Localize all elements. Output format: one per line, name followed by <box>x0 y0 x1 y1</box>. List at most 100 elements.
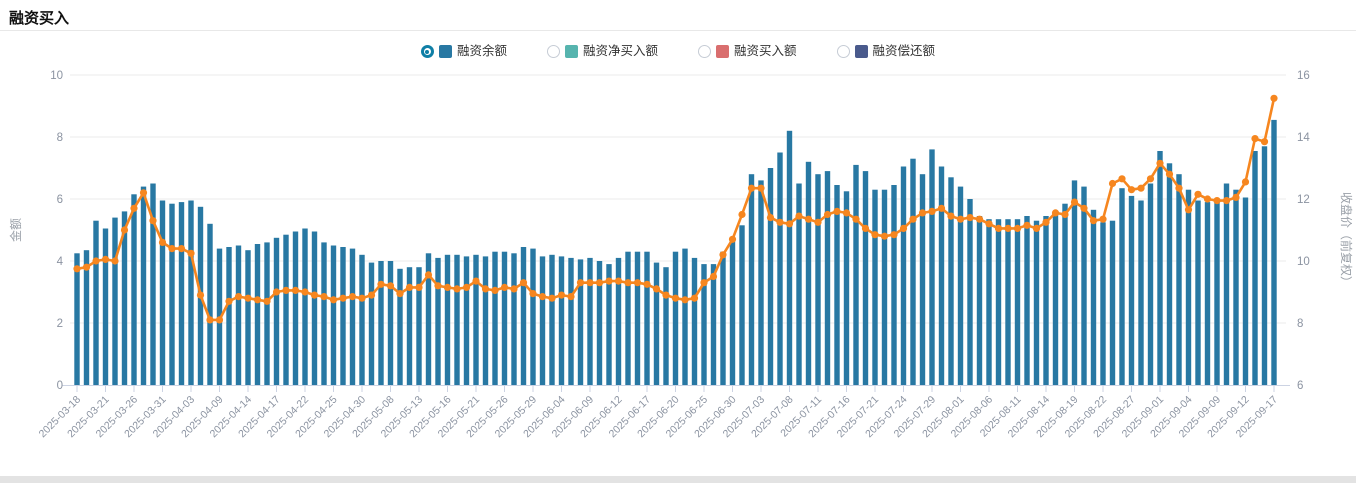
line-point[interactable] <box>206 316 214 324</box>
line-point[interactable] <box>814 218 822 226</box>
bar[interactable] <box>1090 209 1097 385</box>
line-point[interactable] <box>386 282 395 290</box>
line-point[interactable] <box>215 316 224 324</box>
bar[interactable] <box>463 256 470 385</box>
radio-unselected-icon[interactable] <box>698 45 711 58</box>
line-point[interactable] <box>690 294 699 302</box>
line-point[interactable] <box>709 272 718 281</box>
bar[interactable] <box>1223 183 1230 386</box>
bar[interactable] <box>615 257 622 385</box>
bar[interactable] <box>131 194 137 385</box>
line-point[interactable] <box>367 291 376 299</box>
bar[interactable] <box>321 242 327 385</box>
bar[interactable] <box>283 234 289 385</box>
line-point[interactable] <box>529 290 537 298</box>
bar[interactable] <box>340 247 346 385</box>
line-point[interactable] <box>481 285 490 293</box>
line-point[interactable] <box>1089 217 1098 225</box>
radio-unselected-icon[interactable] <box>836 45 850 58</box>
line-point[interactable] <box>396 290 404 298</box>
bar[interactable] <box>1100 222 1106 386</box>
bar[interactable] <box>330 245 337 386</box>
line-point[interactable] <box>377 280 385 288</box>
line-point[interactable] <box>73 265 81 273</box>
line-point[interactable] <box>947 212 955 220</box>
line-point[interactable] <box>1099 215 1107 223</box>
line-point[interactable] <box>462 283 471 291</box>
bar[interactable] <box>739 225 745 385</box>
line-point[interactable] <box>1184 206 1193 214</box>
line-point[interactable] <box>225 297 233 305</box>
bar[interactable] <box>169 203 175 385</box>
line-point[interactable] <box>291 286 300 294</box>
line-point[interactable] <box>1241 178 1250 186</box>
line-point[interactable] <box>177 245 186 253</box>
line-point[interactable] <box>975 215 984 223</box>
line-point[interactable] <box>120 226 129 234</box>
line-point[interactable] <box>1080 204 1088 212</box>
line-point[interactable] <box>1127 186 1136 194</box>
bar[interactable] <box>1166 163 1173 385</box>
line-point[interactable] <box>1061 210 1069 219</box>
bar[interactable] <box>121 211 128 385</box>
bar[interactable] <box>530 248 536 385</box>
line-point[interactable] <box>158 238 167 246</box>
bar[interactable] <box>1005 219 1011 385</box>
line-point[interactable] <box>700 279 708 287</box>
bar[interactable] <box>805 161 812 385</box>
bar[interactable] <box>140 186 147 385</box>
bar[interactable] <box>1176 174 1182 385</box>
bar[interactable] <box>454 254 460 385</box>
bar[interactable] <box>1233 189 1239 385</box>
line-point[interactable] <box>614 277 623 285</box>
legend-item-net-buy[interactable]: 融资净买入额 <box>546 44 658 59</box>
line-point[interactable] <box>624 279 632 287</box>
line-point[interactable] <box>139 189 148 197</box>
line-point[interactable] <box>719 251 727 259</box>
line-point[interactable] <box>956 215 965 223</box>
line-point[interactable] <box>728 235 737 243</box>
line-point[interactable] <box>149 217 157 225</box>
bar[interactable] <box>957 186 964 385</box>
bar[interactable] <box>435 257 441 385</box>
bar[interactable] <box>368 262 375 385</box>
bar[interactable] <box>815 174 821 385</box>
bar[interactable] <box>311 231 318 386</box>
line-point[interactable] <box>1165 170 1174 178</box>
bar[interactable] <box>824 171 831 385</box>
bar[interactable] <box>1081 186 1087 385</box>
bar[interactable] <box>102 228 109 386</box>
bar[interactable] <box>872 189 878 385</box>
legend-label[interactable]: 融资偿还额 <box>872 44 936 58</box>
bar[interactable] <box>710 264 717 385</box>
bar[interactable] <box>1147 183 1154 386</box>
line-point[interactable] <box>652 285 661 293</box>
line-point[interactable] <box>424 271 433 279</box>
line-point[interactable] <box>234 293 243 301</box>
line-point[interactable] <box>776 218 784 226</box>
bar[interactable] <box>359 254 365 385</box>
bar[interactable] <box>1033 220 1040 385</box>
line-point[interactable] <box>804 215 813 223</box>
line-point[interactable] <box>1203 195 1212 203</box>
line-point[interactable] <box>253 296 262 304</box>
bar[interactable] <box>748 174 755 385</box>
bar[interactable] <box>929 149 935 385</box>
bar[interactable] <box>729 239 736 385</box>
bar[interactable] <box>226 247 232 385</box>
bar[interactable] <box>302 228 308 386</box>
bar[interactable] <box>254 244 261 385</box>
bar[interactable] <box>938 166 945 386</box>
line-point[interactable] <box>1051 209 1060 217</box>
bar[interactable] <box>1261 146 1268 385</box>
bar[interactable] <box>682 248 688 385</box>
line-point[interactable] <box>101 255 110 263</box>
line-point[interactable] <box>339 294 347 302</box>
line-point[interactable] <box>833 207 841 215</box>
bar[interactable] <box>919 174 926 385</box>
line-point[interactable] <box>263 297 271 305</box>
bar[interactable] <box>663 267 669 385</box>
line-point[interactable] <box>1070 198 1079 206</box>
line-point[interactable] <box>1108 179 1117 188</box>
bar[interactable] <box>539 256 546 385</box>
